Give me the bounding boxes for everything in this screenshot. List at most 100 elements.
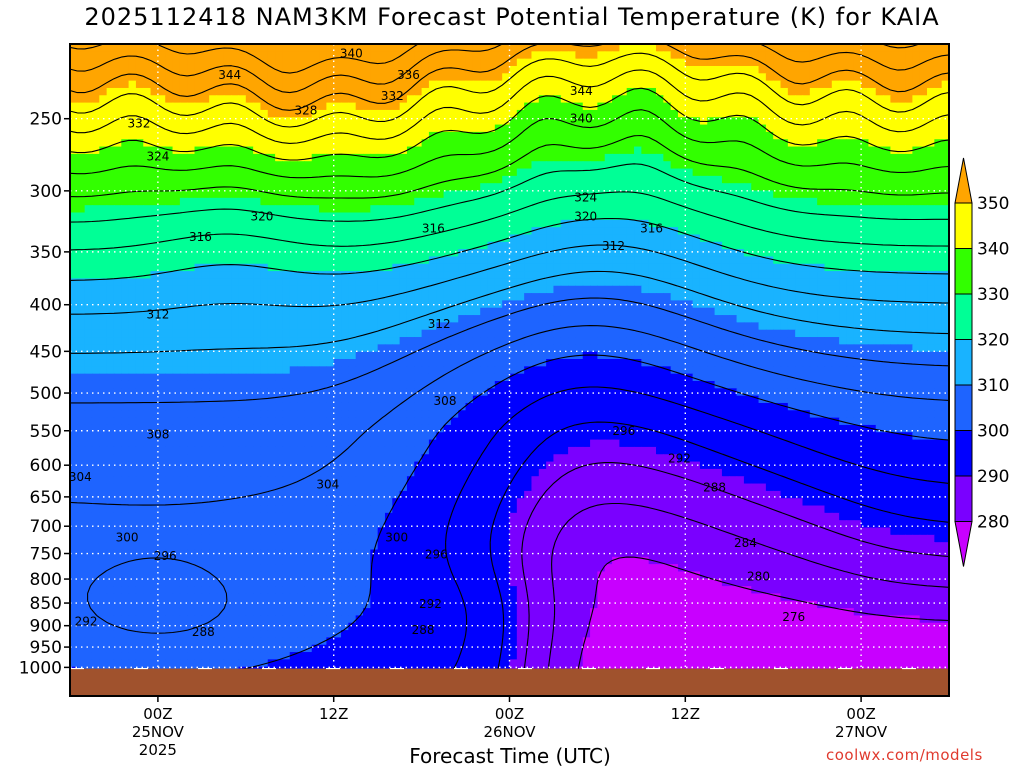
band-cell [275, 87, 284, 96]
band-cell [641, 146, 650, 155]
band-cell [912, 197, 921, 206]
band-cell [472, 95, 481, 104]
band-cell [311, 95, 320, 104]
band-cell [839, 241, 848, 250]
band-cell [260, 337, 269, 345]
band-cell [99, 117, 108, 126]
band-cell [370, 73, 379, 82]
band-cell [128, 175, 137, 184]
band-cell [553, 315, 562, 323]
band-cell [128, 95, 137, 104]
band-cell [927, 315, 935, 323]
band-cell [831, 212, 840, 221]
band-cell [333, 109, 342, 118]
band-cell [875, 219, 884, 228]
band-cell [113, 344, 122, 353]
band-cell [363, 197, 371, 206]
band-cell [113, 80, 122, 89]
band-cell [282, 124, 291, 133]
band-cell [919, 315, 928, 323]
band-cell [538, 263, 547, 272]
band-cell [839, 315, 848, 323]
band-cell [428, 241, 437, 250]
band-cell [304, 293, 313, 302]
band-cell [297, 271, 305, 280]
band-cell [194, 102, 203, 111]
band-cell [355, 205, 364, 214]
band-cell [165, 241, 174, 250]
band-cell [853, 168, 862, 177]
band-cell [282, 263, 291, 272]
band-cell [135, 329, 144, 338]
band-cell [861, 80, 870, 89]
band-cell [875, 337, 884, 345]
band-cell [406, 271, 415, 280]
band-cell [824, 241, 833, 250]
band-cell [480, 205, 489, 214]
band-cell [223, 80, 232, 89]
band-cell [538, 234, 547, 243]
band-cell [677, 73, 686, 82]
band-cell [201, 65, 210, 74]
band-cell [787, 80, 796, 89]
band-cell [861, 197, 870, 206]
band-cell [333, 80, 342, 89]
band-cell [692, 58, 701, 67]
band-cell [736, 183, 745, 192]
band-cell [355, 271, 364, 280]
band-cell [568, 168, 577, 177]
band-cell [897, 124, 906, 133]
band-cell [590, 315, 598, 323]
band-cell [297, 293, 305, 302]
band-cell [626, 190, 635, 199]
band-cell [919, 337, 928, 345]
band-cell [743, 285, 752, 294]
band-cell [524, 337, 533, 345]
band-cell [677, 146, 686, 155]
band-cell [326, 146, 335, 155]
band-cell [187, 65, 196, 74]
band-cell [568, 227, 577, 236]
band-cell [165, 80, 174, 89]
band-cell [436, 271, 445, 280]
band-cell [670, 234, 679, 243]
band-cell [384, 175, 393, 184]
band-cell [524, 65, 533, 74]
band-cell [780, 197, 789, 206]
band-cell [282, 58, 291, 67]
band-cell [99, 241, 108, 250]
band-cell [883, 322, 891, 331]
band-cell [326, 337, 335, 345]
band-cell [524, 117, 533, 126]
band-cell [736, 197, 745, 206]
band-cell [831, 146, 840, 155]
band-cell [289, 80, 298, 89]
band-cell [905, 322, 913, 331]
band-cell [868, 205, 877, 214]
band-cell [370, 205, 379, 214]
band-cell [392, 153, 401, 162]
band-cell [560, 168, 569, 177]
band-cell [707, 80, 716, 89]
band-cell [736, 95, 745, 104]
band-cell [282, 197, 291, 206]
band-cell [348, 307, 357, 316]
band-cell [297, 278, 305, 287]
band-cell [187, 117, 196, 126]
band-cell [311, 175, 320, 184]
band-cell [612, 300, 620, 309]
band-cell [787, 205, 796, 214]
band-cell [905, 285, 913, 294]
band-cell [399, 227, 408, 236]
band-cell [384, 80, 393, 89]
band-cell [802, 241, 811, 250]
band-cell [516, 285, 525, 294]
band-cell [487, 329, 496, 338]
band-cell [736, 249, 745, 258]
band-cell [516, 161, 525, 170]
band-cell [436, 322, 445, 331]
band-cell [253, 124, 262, 133]
band-cell [656, 315, 664, 323]
band-cell [590, 212, 598, 221]
band-cell [861, 95, 870, 104]
